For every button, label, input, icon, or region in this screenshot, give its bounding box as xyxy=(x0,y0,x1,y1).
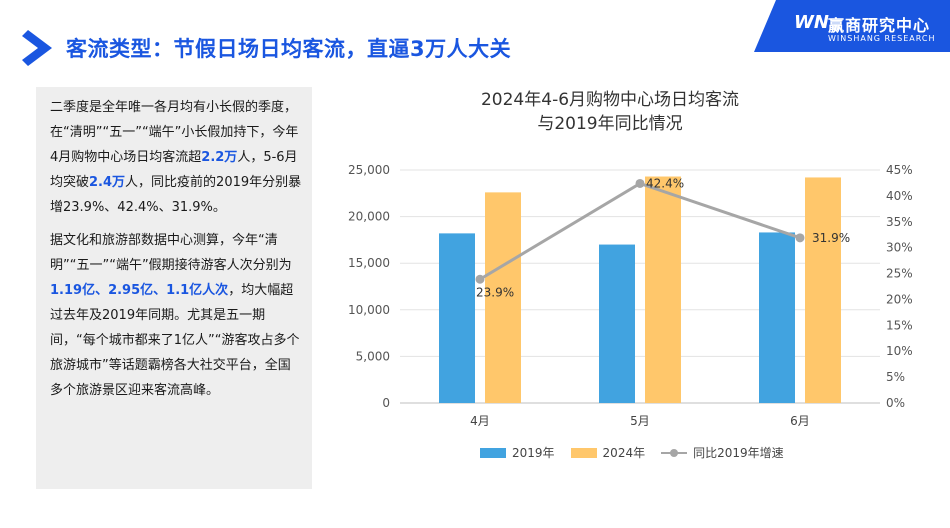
text-segment: ，均大幅超过去年及2019年同期。尤其是五一期间，“每个城市都来了1亿人”“游客… xyxy=(50,283,300,398)
text-segment: 人，同比疫前的2019年分别暴增23.9%、42.4%、31.9%。 xyxy=(50,175,302,215)
chevron-right-icon xyxy=(22,30,52,66)
brand-logo: WN xyxy=(794,12,829,33)
y-left-tick-label: 0 xyxy=(382,396,390,410)
y-right-tick-label: 15% xyxy=(886,318,913,332)
legend-label: 同比2019年增速 xyxy=(693,446,784,460)
bar-2024 xyxy=(485,192,521,403)
y-right-tick-label: 0% xyxy=(886,396,905,410)
legend-item-2024: 2024年 xyxy=(570,444,646,461)
chart: 2024年4-6月购物中心场日均客流 与2019年同比情况 0 5,000 10,0… xyxy=(330,80,930,480)
highlight-text: 2.2万 xyxy=(201,150,238,165)
chart-title-line-2: 与2019年同比情况 xyxy=(537,114,683,134)
growth-data-label: 31.9% xyxy=(812,231,850,245)
growth-data-label: 42.4% xyxy=(646,176,684,190)
brand-name: 赢商研究中心 xyxy=(828,16,931,35)
bar-2024 xyxy=(805,177,841,403)
brand-banner: WN 赢商研究中心 WINSHANG RESEARCH xyxy=(754,0,950,52)
text-segment: 人，5-6月均突破 xyxy=(50,150,298,190)
y-left-tick-label: 25,000 xyxy=(348,163,390,177)
legend-label: 2024年 xyxy=(602,446,646,460)
chart-plot: 0 5,000 10,000 15,000 20,000 25,000 0% 5% 10% 15%… xyxy=(348,163,913,428)
brand-subtitle: WINSHANG RESEARCH xyxy=(828,34,936,43)
bar-2024 xyxy=(645,176,681,403)
growth-point xyxy=(475,274,485,284)
growth-data-label: 23.9% xyxy=(476,285,514,299)
text-segment: 二季度是全年唯一各月均有小长假的季度，在“清明”“五一”“端午”小长假加持下，今… xyxy=(50,100,299,165)
y-right-tick-label: 20% xyxy=(886,292,913,306)
y-right-tick-label: 10% xyxy=(886,344,913,358)
x-tick-label: 4月 xyxy=(470,414,490,428)
chart-legend: 2019年 2024年 同比2019年增速 xyxy=(480,444,800,461)
y-right-tick-label: 35% xyxy=(886,215,913,229)
y-left-tick-label: 10,000 xyxy=(348,303,390,317)
paragraph-1: 二季度是全年唯一各月均有小长假的季度，在“清明”“五一”“端午”小长假加持下，今… xyxy=(50,95,302,220)
x-tick-label: 6月 xyxy=(790,414,810,428)
x-tick-label: 5月 xyxy=(630,414,650,428)
legend-label: 2019年 xyxy=(512,446,555,460)
bar-2019 xyxy=(759,232,795,403)
legend-line-marker xyxy=(661,448,688,458)
y-left-tick-label: 5,000 xyxy=(356,349,390,363)
bar-2019 xyxy=(439,233,475,403)
legend-swatch xyxy=(480,447,506,458)
growth-line xyxy=(479,181,801,281)
y-right-tick-label: 45% xyxy=(886,163,913,177)
text-segment: 据文化和旅游部数据中心测算，今年“清明”“五一”“端午”假期接待游客人次分别为 xyxy=(50,233,292,273)
highlight-text: 2.4万 xyxy=(89,175,126,190)
y-right-tick-label: 30% xyxy=(886,241,913,255)
y-left-tick-label: 15,000 xyxy=(348,256,390,270)
legend-item-2019: 2019年 xyxy=(480,444,555,461)
legend-swatch xyxy=(570,447,597,458)
y-right-tick-label: 40% xyxy=(886,189,913,203)
page-title: 客流类型：节假日场日均客流，直逼3万人大关 xyxy=(66,37,512,61)
paragraph-2: 据文化和旅游部数据中心测算，今年“清明”“五一”“端午”假期接待游客人次分别为 1… xyxy=(50,228,302,403)
growth-point xyxy=(635,178,645,188)
y-right-tick-label: 25% xyxy=(886,267,913,281)
description-panel: 二季度是全年唯一各月均有小长假的季度，在“清明”“五一”“端午”小长假加持下，今… xyxy=(36,87,312,489)
y-left-tick-label: 20,000 xyxy=(348,210,390,224)
growth-point xyxy=(795,233,805,243)
highlight-text: 1.19亿、2.95亿、1.1亿人次 xyxy=(50,283,229,298)
chart-title-line-1: 2024年4-6月购物中心场日均客流 xyxy=(480,90,740,110)
page-header: 客流类型：节假日场日均客流，直逼3万人大关 xyxy=(22,28,511,68)
bar-2019 xyxy=(599,244,635,403)
legend-item-growth: 同比2019年增速 xyxy=(661,444,784,461)
y-right-tick-label: 5% xyxy=(886,370,905,384)
